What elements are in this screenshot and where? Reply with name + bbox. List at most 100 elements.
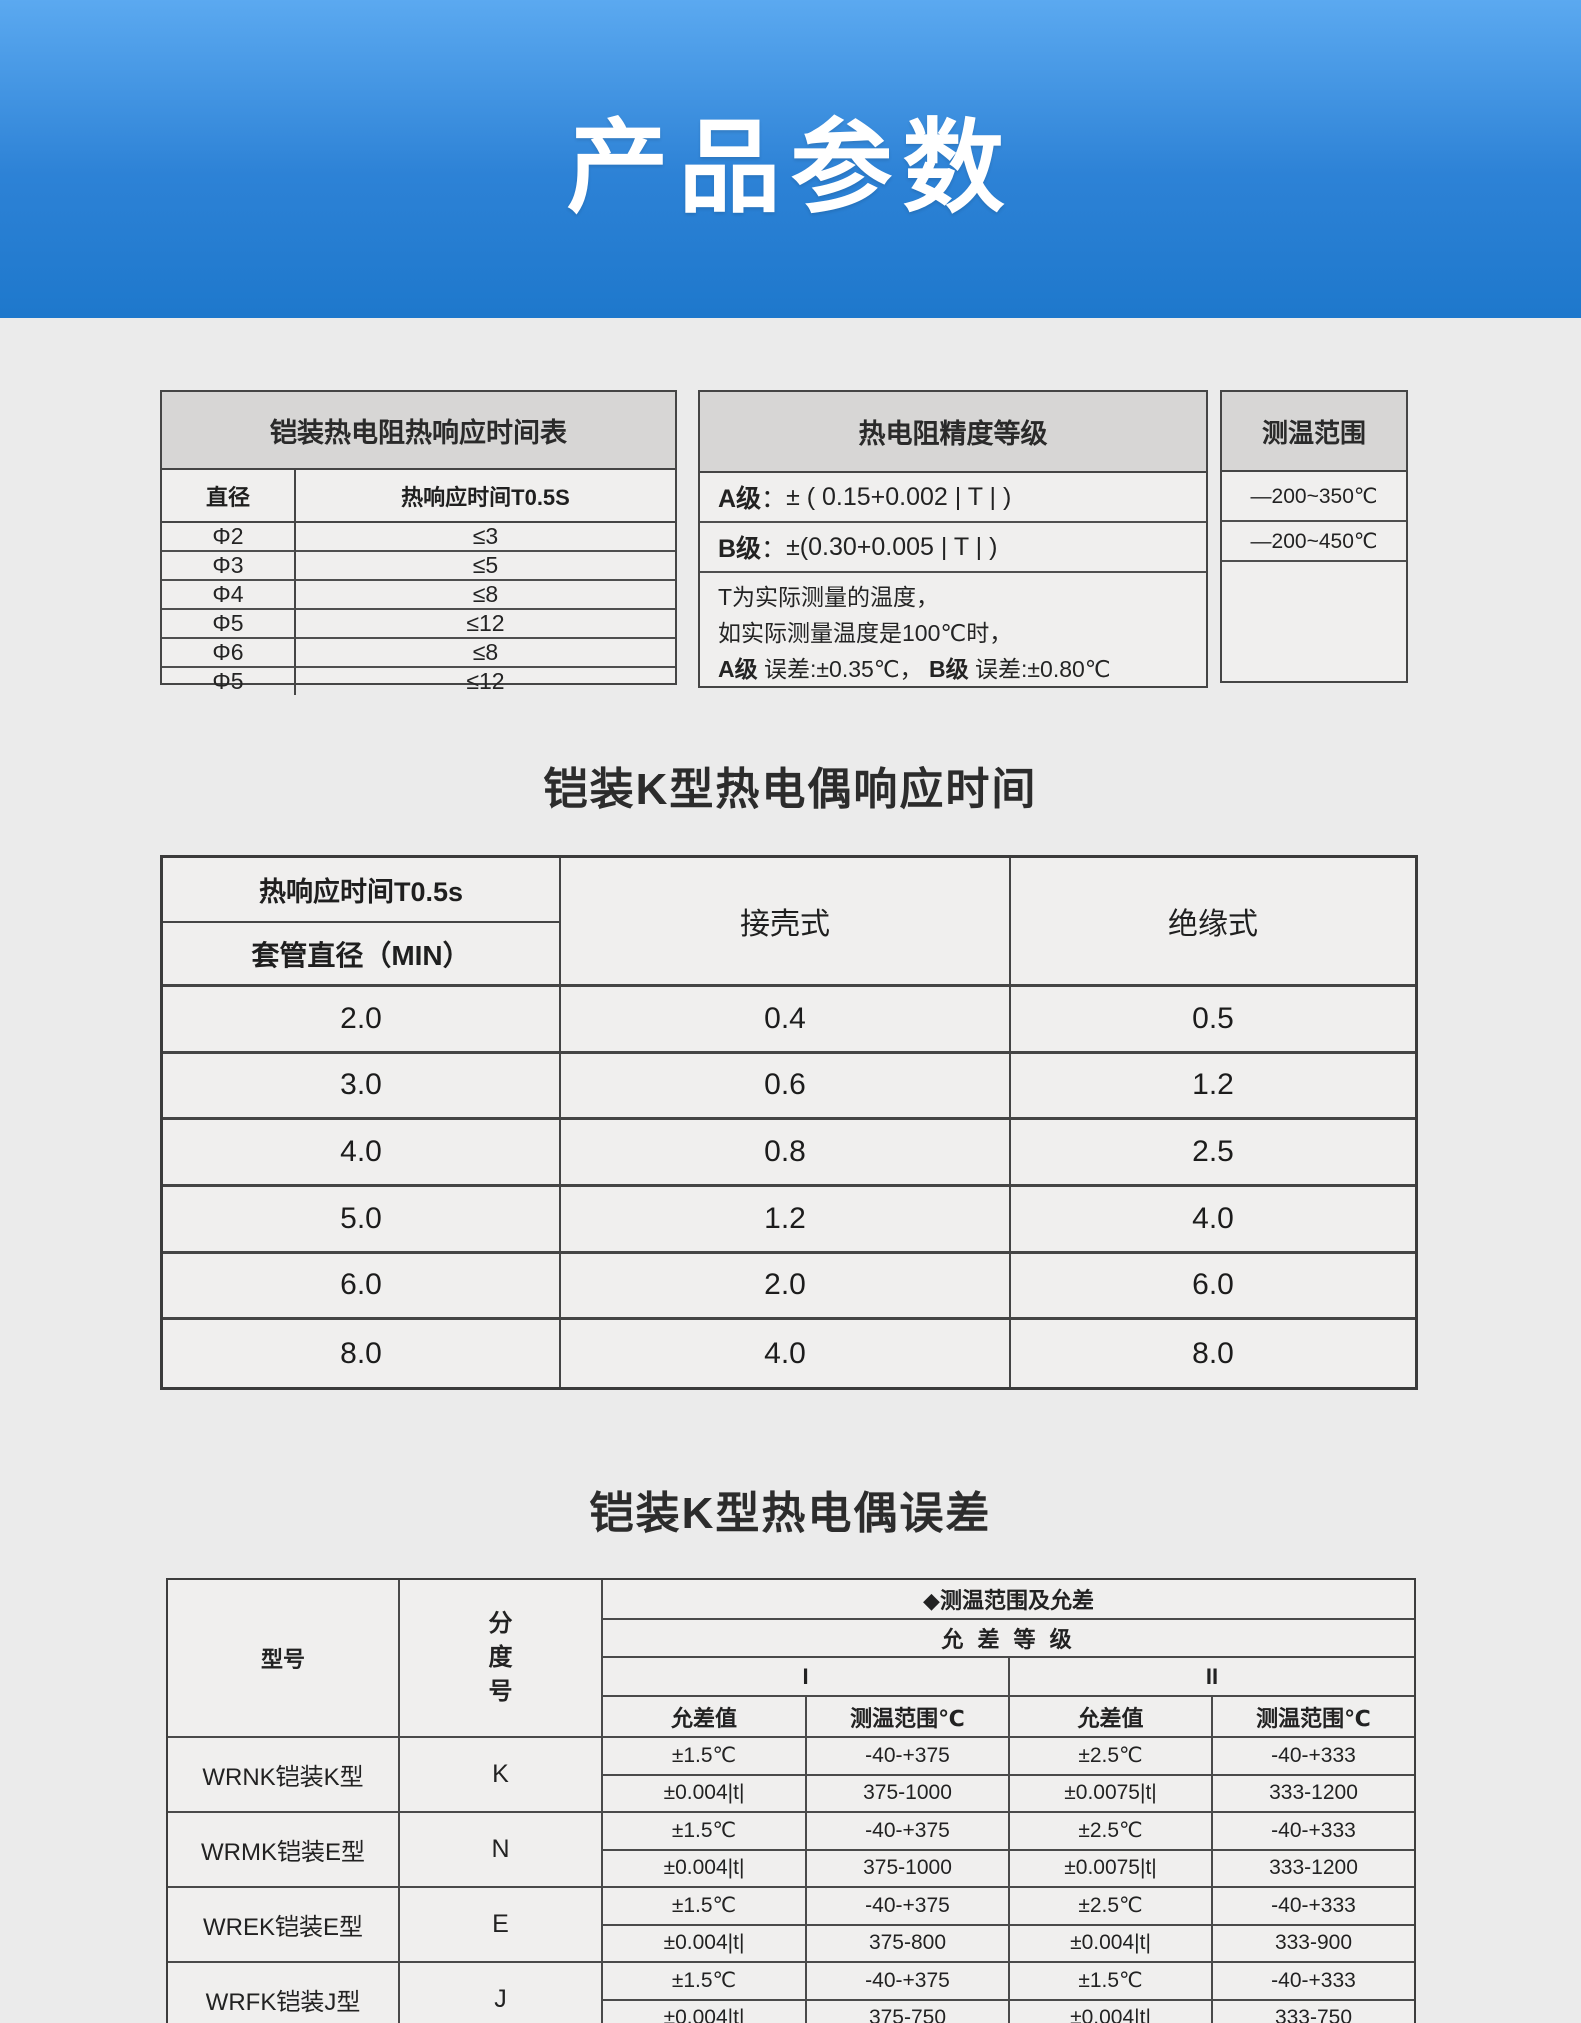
header-shell-type: 接壳式 [561, 858, 1011, 987]
accuracy-class-a-row: A级 ： ± ( 0.15+0.002 | T | ) [700, 473, 1206, 523]
class-a-separator: ： [761, 485, 787, 513]
range-cell: -40-+333 [1213, 1813, 1414, 1851]
response-time-value: ≤3 [296, 523, 675, 552]
class-a-label: A级 [718, 485, 762, 513]
model-cell: WRFK铠装J型 [168, 1963, 400, 2023]
range-row-2: —200~450℃ [1222, 522, 1406, 562]
range-cell: -40-+333 [1213, 1963, 1414, 2001]
response-time-value: ≤5 [296, 552, 675, 581]
banner: 产品参数 [0, 0, 1581, 318]
insulated-cell: 0.5 [1011, 987, 1415, 1054]
range-cell: -40-+333 [1213, 1738, 1414, 1776]
class-a-formula: ± ( 0.15+0.002 | T | ) [786, 482, 1012, 511]
tolerance-cell: ±0.004|t| [603, 1850, 807, 1888]
range-cell: 333-1200 [1213, 1851, 1414, 1888]
accuracy-note-line3: A级 误差:±0.35℃， B级 误差:±0.80℃ [718, 651, 1206, 687]
graduation-cell: J [400, 1963, 603, 2023]
tolerance-cell: ±2.5℃ [1010, 1888, 1213, 1926]
shell-cell: 0.4 [561, 987, 1011, 1054]
header-range-1: 测温范围℃ [807, 1697, 1010, 1738]
diameter-cell: 5.0 [163, 1186, 561, 1254]
model-cell: WREK铠装E型 [168, 1888, 400, 1963]
tolerance-cell: ±0.004|t| [603, 1925, 807, 1963]
diameter-value: Φ6 [162, 639, 296, 668]
graduation-cell: E [400, 1888, 603, 1963]
note-class-b-error: 误差:±0.80℃ [975, 656, 1111, 682]
class-b-separator: ： [761, 535, 787, 563]
tolerance-cell: ±1.5℃ [1010, 1963, 1213, 2001]
range-cell: -40-+375 [807, 1813, 1010, 1851]
tolerance-cell: ±0.004|t| [603, 1775, 807, 1813]
accuracy-notes: T为实际测量的温度， 如实际测量温度是100℃时， A级 误差:±0.35℃， … [700, 573, 1206, 687]
range-empty-cell [1222, 562, 1406, 681]
class-b-label: B级 [718, 535, 762, 563]
graduation-cell: K [400, 1738, 603, 1813]
k-error-heading: 铠装K型热电偶误差 [589, 1489, 992, 1538]
page-title: 产品参数 [566, 110, 1015, 225]
header-range-2: 测温范围℃ [1213, 1697, 1414, 1738]
header-range-and-tolerance: ◆测温范围及允差 [603, 1580, 1414, 1620]
rtd-response-time-table-title: 铠装热电阻热响应时间表 [162, 392, 675, 470]
range-cell: -40-+375 [807, 1738, 1010, 1776]
range-cell: 333-750 [1213, 2001, 1414, 2023]
shell-cell: 0.8 [561, 1120, 1011, 1187]
diameter-cell: 2.0 [163, 987, 561, 1054]
shell-cell: 2.0 [561, 1253, 1011, 1321]
diameter-value: Φ2 [162, 523, 296, 552]
range-cell: -40-+375 [807, 1888, 1010, 1926]
diameter-value: Φ4 [162, 581, 296, 610]
diameter-cell: 8.0 [163, 1320, 561, 1387]
header-insulated-type: 绝缘式 [1011, 858, 1415, 987]
tolerance-cell: ±1.5℃ [603, 1813, 807, 1851]
range-cell: 375-800 [807, 1925, 1010, 1963]
class-b-formula: ±(0.30+0.005 | T | ) [786, 532, 998, 561]
diameter-cell: 3.0 [163, 1053, 561, 1121]
note-class-a-error: 误差:±0.35℃， [764, 656, 923, 682]
header-sheath-diameter: 套管直径（MIN） [163, 923, 561, 987]
measuring-range-table: 测温范围 —200~350℃ —200~450℃ [1220, 390, 1408, 683]
shell-cell: 1.2 [561, 1186, 1011, 1254]
accuracy-class-b-row: B级 ： ±(0.30+0.005 | T | ) [700, 523, 1206, 573]
header-grade-2: II [1010, 1658, 1414, 1697]
tolerance-cell: ±0.0075|t| [1010, 1775, 1213, 1813]
shell-cell: 4.0 [561, 1320, 1011, 1387]
range-row-1: —200~350℃ [1222, 472, 1406, 522]
tolerance-cell: ±0.0075|t| [1010, 1850, 1213, 1888]
tolerance-cell: ±1.5℃ [603, 1963, 807, 2001]
tolerance-cell: ±2.5℃ [1010, 1813, 1213, 1851]
header-graduation: 分 度 号 [400, 1580, 603, 1738]
note-class-b-label: B级 [929, 656, 969, 682]
accuracy-note-line2: 如实际测量温度是100℃时， [718, 620, 1013, 646]
diameter-value: Φ5 [162, 668, 296, 695]
header-grade-1: I [603, 1658, 1010, 1697]
col-header-response-time: 热响应时间T0.5S [296, 470, 675, 523]
insulated-cell: 4.0 [1011, 1187, 1415, 1254]
model-cell: WRNK铠装K型 [168, 1738, 400, 1813]
header-response-time: 热响应时间T0.5s [163, 858, 561, 923]
rtd-response-time-table: 铠装热电阻热响应时间表 直径 热响应时间T0.5S Φ2 ≤3 Φ3 ≤5 Φ4… [160, 390, 677, 695]
response-time-value: ≤8 [296, 581, 675, 610]
header-model: 型号 [168, 1580, 400, 1738]
diameter-cell: 6.0 [163, 1253, 561, 1321]
range-cell: 375-1000 [807, 1850, 1010, 1888]
k-error-table: 型号 分 度 号 ◆测温范围及允差 允 差 等 级 I II 允差值 测温范围℃… [166, 1578, 1416, 2023]
graduation-vertical-label: 分 度 号 [488, 1610, 513, 1705]
graduation-cell: N [400, 1813, 603, 1888]
header-tolerance-value-2: 允差值 [1010, 1697, 1213, 1738]
tolerance-cell: ±2.5℃ [1010, 1738, 1213, 1776]
tolerance-cell: ±1.5℃ [603, 1888, 807, 1926]
tolerance-cell: ±0.004|t| [603, 2000, 807, 2023]
accuracy-note-line1: T为实际测量的温度， [718, 584, 940, 610]
model-cell: WRMK铠装E型 [168, 1813, 400, 1888]
tolerance-cell: ±0.004|t| [1010, 2000, 1213, 2023]
range-cell: 333-1200 [1213, 1776, 1414, 1813]
response-time-value: ≤8 [296, 639, 675, 668]
insulated-cell: 6.0 [1011, 1254, 1415, 1321]
k-response-heading: 铠装K型热电偶响应时间 [543, 765, 1038, 814]
range-cell: -40-+333 [1213, 1888, 1414, 1926]
measuring-range-title: 测温范围 [1222, 392, 1406, 472]
insulated-cell: 1.2 [1011, 1054, 1415, 1121]
header-tolerance-value-1: 允差值 [603, 1697, 807, 1738]
rtd-accuracy-table-title: 热电阻精度等级 [700, 392, 1206, 473]
